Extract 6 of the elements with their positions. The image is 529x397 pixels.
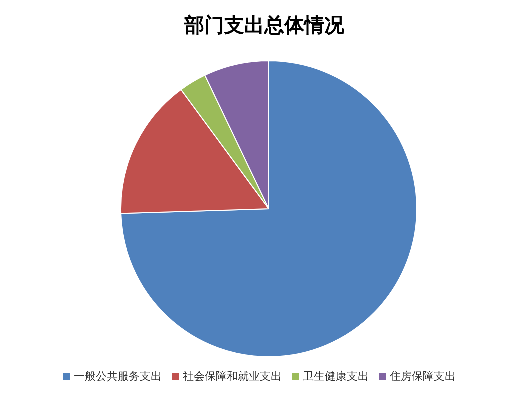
legend-label: 卫生健康支出 — [303, 370, 369, 383]
legend-label: 社会保障和就业支出 — [183, 370, 282, 383]
chart-title: 部门支出总体情况 — [183, 12, 346, 39]
legend-label: 住房保障支出 — [390, 370, 456, 383]
legend-label: 一般公共服务支出 — [74, 370, 162, 383]
pie-slice — [120, 60, 418, 358]
